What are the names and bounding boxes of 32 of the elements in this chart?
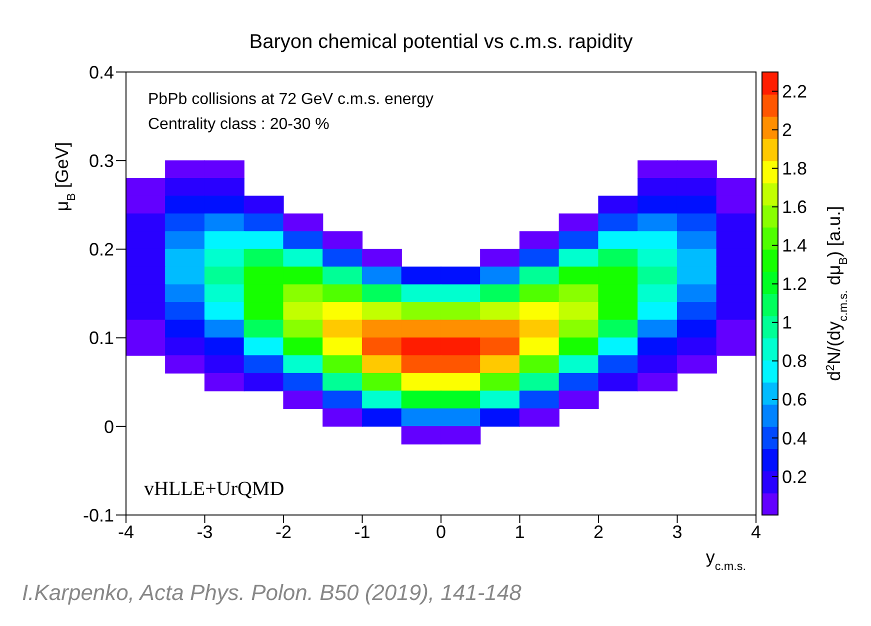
x-tick-label: 3 [672, 522, 682, 542]
y-tick-label: 0.2 [88, 240, 114, 260]
color-bar-label: 0.8 [782, 351, 808, 372]
y-tick-label: 0.3 [88, 150, 114, 171]
x-tick-label: 1 [514, 522, 525, 542]
color-bar-label: 1 [782, 312, 792, 333]
x-axis-title: y$_{c.m.s.}$ [706, 547, 746, 572]
annotation: Centrality class : 20-30 % [148, 116, 330, 133]
annotation: vHLLE+UrQMD [144, 478, 284, 500]
color-bar-label: 1.2 [782, 274, 808, 294]
x-tick-label: -3 [196, 522, 213, 542]
color-bar-label: 1.8 [782, 158, 808, 179]
color-bar-label: 1.6 [782, 197, 808, 218]
color-bar-label: 0.4 [782, 428, 808, 448]
y-tick-label: 0.4 [88, 62, 114, 82]
x-tick-label: -4 [118, 522, 134, 542]
text: I.Karpenko, Acta Phys. Polon. B50 (2019), 141-148 [22, 580, 522, 605]
annotation: PbPb collisions at 72 GeV c.m.s. energy [148, 91, 434, 108]
color-bar-label: 0.6 [782, 390, 808, 410]
y-tick-label: -0.1 [82, 505, 114, 526]
y-tick-label: 0.1 [88, 328, 114, 348]
color-bar-label: 2 [782, 120, 792, 140]
x-tick-label: -2 [275, 522, 292, 542]
color-bar-label: 0.2 [782, 466, 808, 487]
x-tick-label: 2 [593, 522, 604, 542]
x-tick-label: 4 [750, 522, 762, 542]
x-tick-label: 0 [436, 522, 446, 542]
color-bar-label: 1.4 [782, 236, 808, 256]
x-tick-label: -1 [354, 522, 370, 542]
y-tick-label: 0 [104, 416, 114, 437]
chart-title: Baryon chemical potential vs c.m.s. rapidity [249, 31, 633, 53]
color-bar-label: 2.2 [782, 82, 808, 102]
